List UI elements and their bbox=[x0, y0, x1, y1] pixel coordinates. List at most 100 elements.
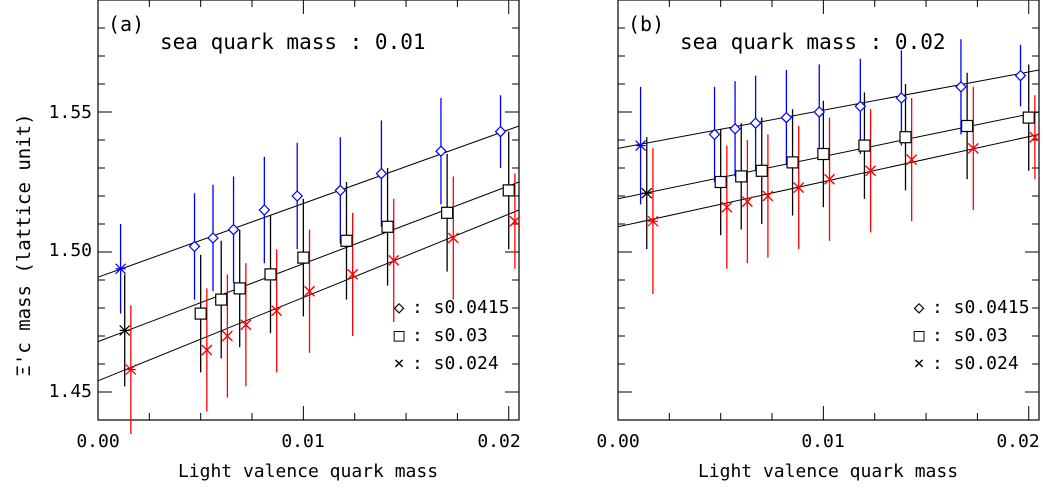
y-tick-label-a-0: 1.45 bbox=[49, 381, 92, 402]
data-point-b-s00415-0 bbox=[708, 128, 721, 141]
data-point-a-s003-4 bbox=[297, 251, 310, 264]
data-point-a-s00415-6 bbox=[375, 167, 388, 180]
data-point-a-s0024-7 bbox=[447, 232, 459, 244]
legend-text-a-0: : s0.0415 bbox=[412, 297, 510, 318]
legend-marker-a-1: □ bbox=[394, 325, 405, 346]
data-point-a-s00415-8 bbox=[494, 125, 507, 138]
data-point-a-s003-7 bbox=[441, 206, 454, 219]
data-point-a-s00415-7 bbox=[435, 145, 447, 158]
data-point-b-s00415-6 bbox=[895, 92, 908, 104]
cross-stroke bbox=[221, 330, 233, 342]
chiral-point-a-s003 bbox=[119, 324, 131, 336]
data-point-b-s003-5 bbox=[858, 139, 871, 152]
data-point-b-s003-7 bbox=[961, 119, 974, 133]
panel-b: (b) sea quark mass : 0.02 0.00 0.01 0.02… bbox=[596, 0, 1041, 482]
error-bars-b bbox=[639, 39, 1036, 294]
data-point-b-s0024-8 bbox=[1029, 131, 1041, 143]
y-tick-label-a-1: 1.50 bbox=[49, 240, 92, 261]
legend-text-b-2: : s0.024 bbox=[932, 353, 1019, 374]
cross-stroke bbox=[201, 344, 213, 356]
data-point-a-s003-5 bbox=[340, 234, 353, 247]
data-point-a-s003-6 bbox=[381, 220, 394, 233]
cross-stroke bbox=[721, 201, 733, 213]
data-point-a-s0024-2 bbox=[240, 319, 252, 331]
data-point-b-s00415-8 bbox=[1014, 69, 1027, 82]
legend-text-a-2: : s0.024 bbox=[412, 353, 499, 374]
cross-stroke bbox=[388, 254, 400, 266]
data-point-a-s0024-6 bbox=[388, 254, 400, 266]
data-point-b-s00415-7 bbox=[955, 80, 967, 93]
legend-marker-b-1: □ bbox=[914, 325, 925, 346]
error-bars-a bbox=[119, 95, 516, 434]
legend-text-b-0: : s0.0415 bbox=[932, 297, 1030, 318]
cross-stroke bbox=[347, 268, 359, 280]
data-point-b-s003-1 bbox=[735, 170, 748, 183]
panel-tag-b: (b) bbox=[628, 12, 664, 36]
chiral-point-a-s00415 bbox=[115, 263, 127, 275]
x-axis-label-b: Light valence quark mass bbox=[698, 461, 958, 482]
fit-line-a-s0024 bbox=[97, 209, 520, 382]
legend-text-b-1: : s0.03 bbox=[932, 325, 1008, 346]
x-tick-label-a-1: 0.01 bbox=[281, 431, 324, 452]
cross-stroke bbox=[304, 285, 316, 297]
data-point-b-s0024-2 bbox=[762, 190, 774, 202]
data-point-a-s0024-8 bbox=[509, 215, 521, 227]
markers-b bbox=[635, 69, 1041, 227]
x-tick-label-b-2: 0.02 bbox=[996, 431, 1039, 452]
data-point-a-s0024-0 bbox=[201, 344, 213, 356]
data-point-b-s003-3 bbox=[786, 156, 799, 169]
legend-marker-a-0: ◇ bbox=[394, 297, 405, 318]
cross-stroke bbox=[447, 232, 459, 244]
data-point-a-s00415-4 bbox=[291, 190, 304, 202]
cross-stroke bbox=[762, 190, 774, 202]
data-point-b-s0024-7 bbox=[967, 142, 979, 154]
data-point-b-s003-4 bbox=[817, 147, 830, 161]
data-point-a-s0024-1 bbox=[221, 330, 233, 342]
cross-stroke bbox=[906, 154, 918, 166]
data-point-b-s003-2 bbox=[755, 164, 768, 177]
panel-tag-a: (a) bbox=[108, 12, 144, 36]
ticks-a bbox=[97, 0, 519, 420]
chiral-point-b-s00415 bbox=[635, 140, 647, 152]
data-point-b-s00415-5 bbox=[854, 100, 867, 113]
data-point-a-s003-0 bbox=[194, 307, 207, 320]
chiral-point-a-s0024 bbox=[125, 364, 137, 376]
panel-title-b: sea quark mass : 0.02 bbox=[680, 30, 946, 54]
cross-stroke bbox=[509, 215, 521, 227]
data-point-a-s0024-3 bbox=[271, 305, 283, 317]
data-point-b-s0024-6 bbox=[906, 154, 918, 166]
y-axis-label: Ξ'c mass (lattice unit) bbox=[13, 113, 35, 376]
data-point-b-s0024-1 bbox=[741, 196, 753, 208]
data-point-a-s0024-5 bbox=[347, 268, 359, 280]
data-point-a-s00415-1 bbox=[207, 232, 219, 244]
markers-a bbox=[115, 125, 521, 376]
data-point-a-s00415-5 bbox=[334, 184, 347, 197]
x-axis-label-a: Light valence quark mass bbox=[178, 461, 438, 482]
data-point-b-s003-6 bbox=[899, 131, 912, 144]
chiral-point-b-s003 bbox=[641, 187, 653, 199]
data-point-a-s003-3 bbox=[264, 268, 277, 281]
cross-stroke bbox=[793, 182, 805, 194]
x-tick-label-b-0: 0.00 bbox=[596, 431, 639, 452]
data-point-a-s00415-2 bbox=[227, 223, 240, 236]
legend-marker-b-2: × bbox=[914, 353, 925, 374]
y-tick-label-a-2: 1.55 bbox=[49, 102, 92, 123]
legend-marker-a-2: × bbox=[394, 353, 405, 374]
cross-stroke bbox=[824, 173, 836, 185]
legend-text-a-1: : s0.03 bbox=[412, 325, 488, 346]
data-point-a-s003-1 bbox=[215, 293, 228, 306]
plot-frame-b bbox=[617, 0, 1040, 421]
cross-stroke bbox=[865, 165, 877, 177]
cross-stroke bbox=[1029, 131, 1041, 143]
chiral-point-b-s0024 bbox=[647, 215, 659, 227]
data-point-b-s0024-3 bbox=[793, 182, 805, 194]
legend-marker-b-0: ◇ bbox=[914, 297, 925, 318]
data-point-b-s0024-5 bbox=[865, 165, 877, 177]
fit-line-a-s00415 bbox=[97, 125, 520, 278]
data-point-a-s00415-0 bbox=[188, 240, 201, 253]
x-tick-label-a-2: 0.02 bbox=[477, 431, 520, 452]
data-point-b-s003-0 bbox=[714, 175, 727, 189]
data-point-b-s0024-0 bbox=[721, 201, 733, 213]
fit-line-b-s00415 bbox=[617, 69, 1040, 149]
